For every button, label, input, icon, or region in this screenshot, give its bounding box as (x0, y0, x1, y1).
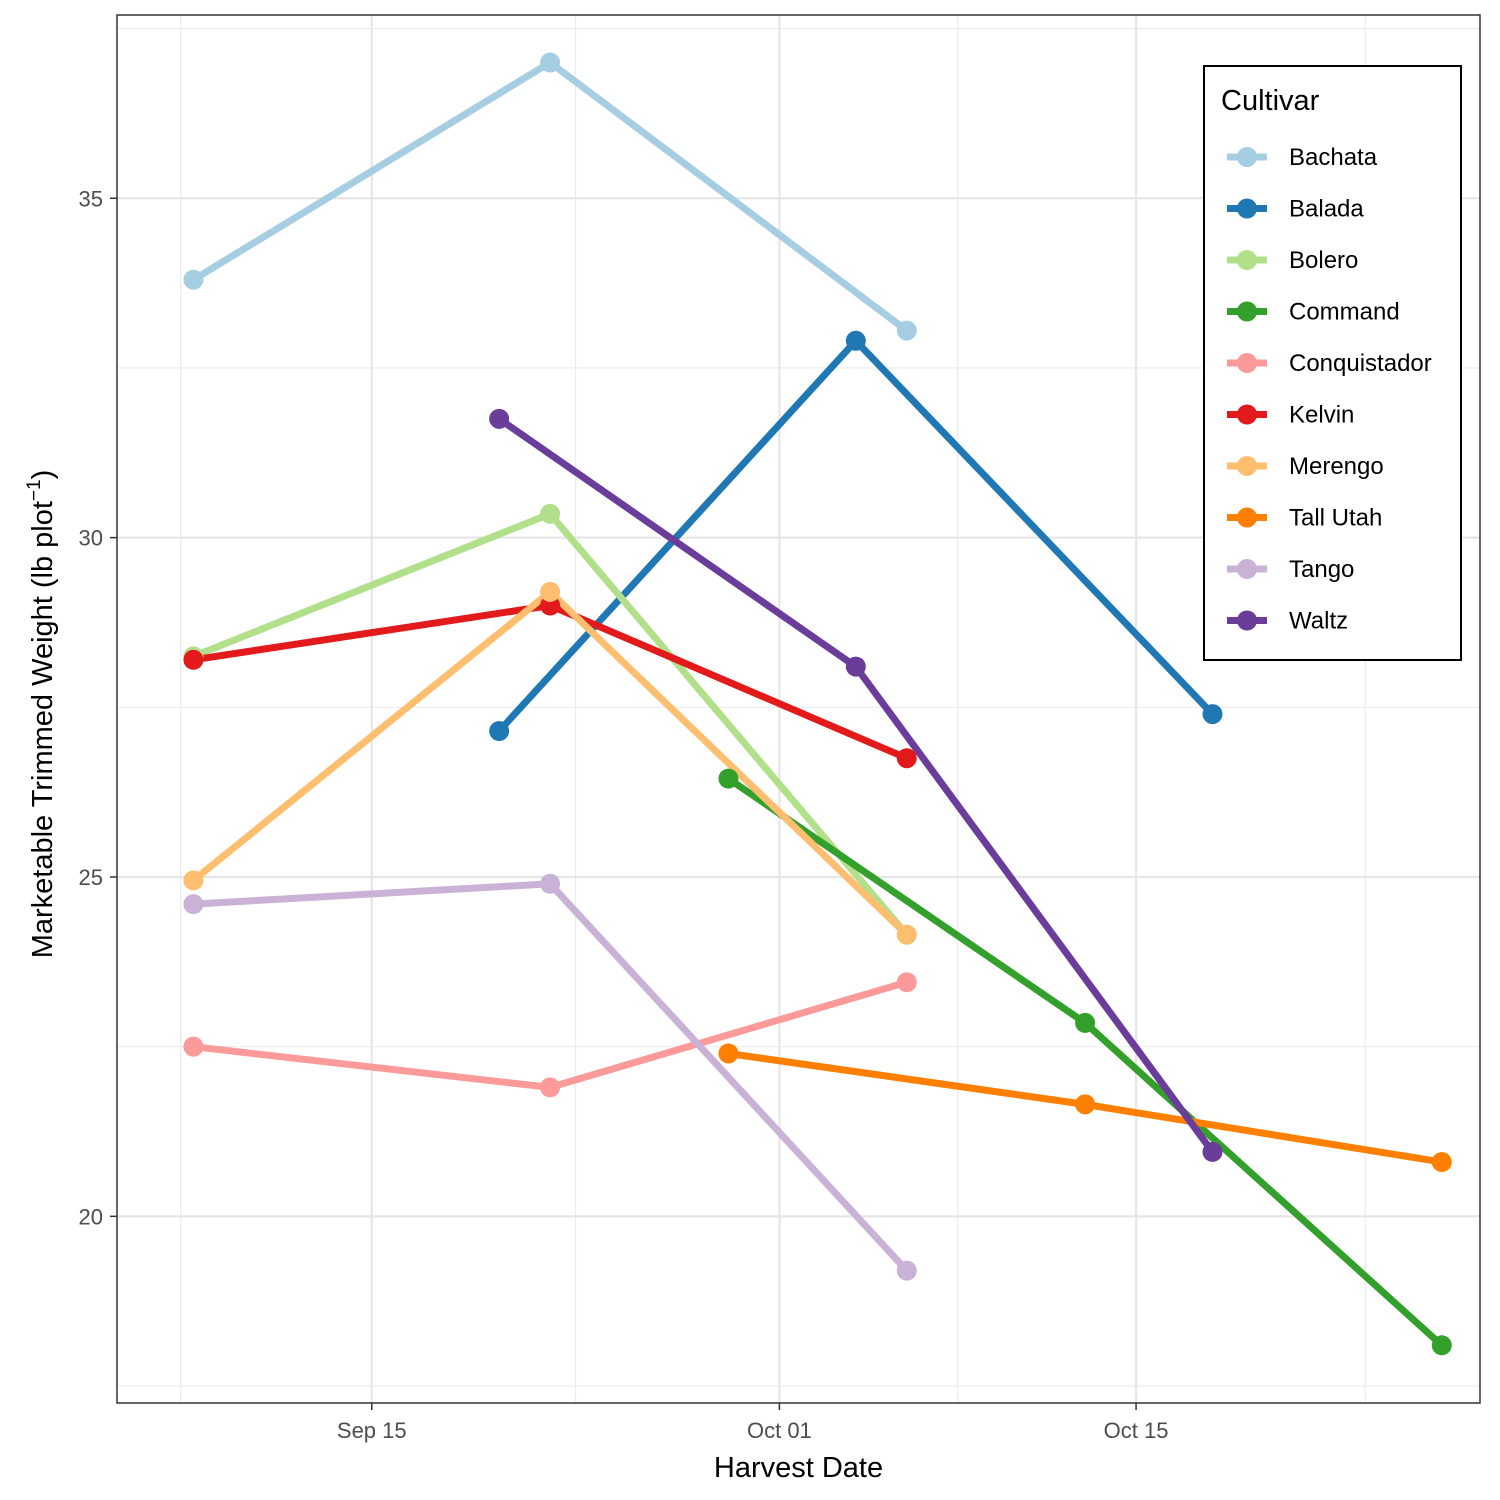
data-point-bachata (540, 52, 561, 73)
legend-item-tango: Tango (1227, 556, 1354, 583)
legend-label: Bolero (1289, 247, 1358, 274)
legend-label: Waltz (1289, 608, 1348, 635)
legend-key-point (1237, 507, 1257, 528)
legend-item-kelvin: Kelvin (1227, 402, 1354, 429)
legend: Cultivar Bachata Balada Bolero Command Conqu… (1203, 65, 1462, 661)
legend-item-command: Command (1227, 299, 1400, 326)
data-point-tango (540, 873, 561, 894)
gridlines (117, 15, 1480, 1403)
data-point-waltz (489, 408, 510, 429)
x-tick-label: Sep 15 (337, 1418, 407, 1443)
legend-item-balada: Balada (1227, 196, 1364, 223)
data-point-conquistador (540, 1077, 561, 1098)
legend-key-point (1237, 404, 1257, 425)
legend-items: Bachata Balada Bolero Command Conquistador Ke… (1227, 144, 1432, 635)
data-point-command (1431, 1335, 1452, 1356)
data-point-balada (845, 330, 866, 351)
data-point-conquistador (896, 972, 917, 993)
legend-key-point (1237, 610, 1257, 631)
y-axis-title: Marketable Trimmed Weight (lb plot−1) (24, 470, 59, 959)
data-point-merengo (540, 581, 561, 602)
legend-key-point (1237, 559, 1257, 579)
x-tick-label: Oct 01 (747, 1418, 812, 1443)
legend-label: Command (1289, 299, 1400, 326)
data-point-merengo (183, 870, 204, 891)
data-point-tall-utah (1431, 1152, 1452, 1173)
legend-label: Conquistador (1289, 350, 1432, 377)
y-axis-title-main: Marketable Trimmed Weight (lb plot (27, 501, 59, 958)
data-point-balada (1202, 704, 1223, 725)
legend-label: Tango (1289, 556, 1354, 583)
data-point-conquistador (183, 1036, 204, 1057)
legend-item-merengo: Merengo (1227, 453, 1384, 480)
legend-item-bolero: Bolero (1227, 247, 1358, 274)
legend-label: Kelvin (1289, 402, 1354, 429)
data-point-tall-utah (1075, 1094, 1096, 1115)
data-point-kelvin (183, 649, 204, 670)
data-point-kelvin (896, 748, 917, 769)
legend-title: Cultivar (1221, 85, 1320, 117)
legend-key-point (1237, 147, 1257, 167)
data-point-tall-utah (718, 1043, 739, 1064)
legend-key-point (1237, 250, 1257, 270)
legend-key-point (1237, 456, 1257, 476)
legend-label: Balada (1289, 196, 1364, 223)
data-point-merengo (896, 924, 917, 945)
legend-item-conquistador: Conquistador (1227, 350, 1432, 377)
data-point-waltz (1202, 1141, 1223, 1162)
y-tick-label: 20 (79, 1204, 103, 1229)
y-tick-label: 30 (79, 526, 103, 551)
data-point-command (718, 768, 739, 789)
y-tick-label: 25 (79, 865, 103, 890)
data-point-bachata (896, 320, 917, 341)
axis-ticks: Sep 15 Oct 01 Oct 15 20 25 30 35 (79, 186, 1169, 1443)
y-axis-title-close: ) (27, 470, 59, 480)
data-point-tango (896, 1260, 917, 1281)
legend-item-bachata: Bachata (1227, 144, 1378, 171)
data-point-command (1075, 1012, 1096, 1033)
series-points (183, 52, 1452, 1356)
data-point-balada (489, 721, 510, 742)
legend-label: Merengo (1289, 453, 1384, 480)
data-point-tango (183, 894, 204, 915)
x-axis-title: Harvest Date (714, 1452, 883, 1484)
x-tick-label: Oct 15 (1104, 1418, 1169, 1443)
legend-item-tall-utah: Tall Utah (1227, 505, 1382, 532)
data-point-bachata (183, 269, 204, 290)
legend-label: Bachata (1289, 144, 1378, 171)
panel-border (116, 14, 1481, 1404)
legend-item-waltz: Waltz (1227, 608, 1348, 635)
legend-key-point (1237, 353, 1257, 373)
y-tick-label: 35 (79, 186, 103, 211)
legend-key-point (1237, 198, 1257, 219)
data-point-bolero (540, 503, 561, 524)
y-axis-title-superscript: −1 (24, 479, 45, 501)
legend-label: Tall Utah (1289, 505, 1382, 532)
legend-key-point (1237, 301, 1257, 322)
data-point-waltz (845, 656, 866, 677)
